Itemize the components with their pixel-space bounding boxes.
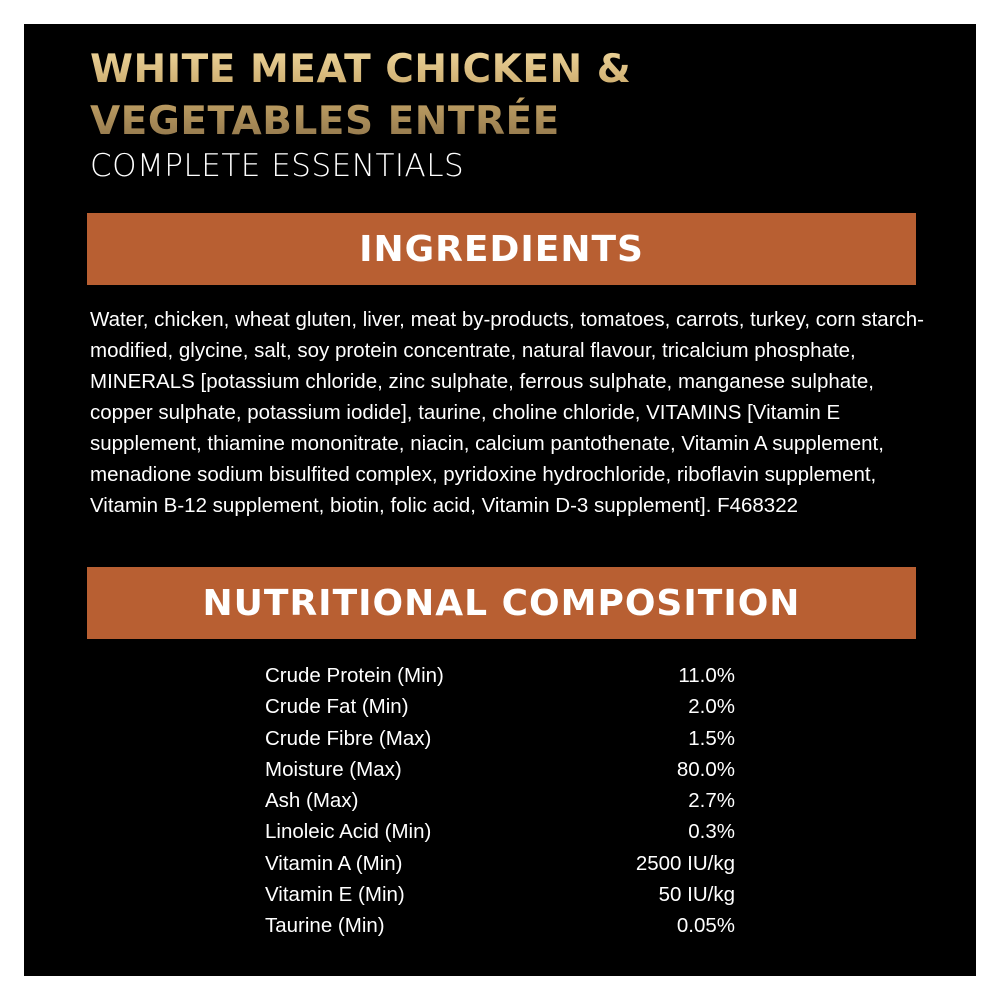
nutrient-value: 50 IU/kg xyxy=(658,883,735,907)
nutrition-row: Vitamin A (Min) 2500 IU/kg xyxy=(265,848,735,879)
nutrient-label: Taurine (Min) xyxy=(265,914,385,938)
nutrient-label: Crude Fat (Min) xyxy=(265,695,409,719)
nutrition-table: Crude Protein (Min) 11.0% Crude Fat (Min) 2… xyxy=(265,660,735,942)
nutrient-value: 1.5% xyxy=(688,726,735,750)
nutrient-label: Ash (Max) xyxy=(265,789,359,813)
nutrient-value: 2.0% xyxy=(688,695,735,719)
label-panel: WHITE MEAT CHICKEN & VEGETABLES ENTRÉE C… xyxy=(24,24,976,976)
nutrient-value: 0.05% xyxy=(676,914,735,938)
nutrition-row: Vitamin E (Min) 50 IU/kg xyxy=(265,879,735,910)
nutrition-row: Moisture (Max) 80.0% xyxy=(265,754,735,785)
ingredients-heading-band: INGREDIENTS xyxy=(87,213,916,285)
nutrition-row: Linoleic Acid (Min) 0.3% xyxy=(265,816,735,847)
product-subtitle: COMPLETE ESSENTIALS xyxy=(90,148,465,184)
title-line-1: WHITE MEAT CHICKEN & xyxy=(90,47,632,92)
nutrient-value: 11.0% xyxy=(678,664,735,687)
nutrient-label: Vitamin A (Min) xyxy=(265,851,403,875)
nutrient-value: 0.3% xyxy=(688,820,735,844)
nutrient-label: Crude Fibre (Max) xyxy=(265,726,432,750)
title-line-2: VEGETABLES ENTRÉE xyxy=(90,99,560,144)
nutrition-row: Crude Fat (Min) 2.0% xyxy=(265,691,735,722)
nutrition-row: Taurine (Min) 0.05% xyxy=(265,910,735,941)
nutrient-label: Linoleic Acid (Min) xyxy=(265,820,432,844)
nutrient-value: 2.7% xyxy=(688,789,735,813)
nutrient-label: Moisture (Max) xyxy=(265,757,402,781)
nutrient-label: Vitamin E (Min) xyxy=(265,883,405,907)
nutrition-row: Crude Fibre (Max) 1.5% xyxy=(265,723,735,754)
nutrition-heading-band: NUTRITIONAL COMPOSITION xyxy=(87,567,916,639)
nutrition-heading: NUTRITIONAL COMPOSITION xyxy=(202,582,801,624)
nutrition-row: Crude Protein (Min) 11.0% xyxy=(265,660,735,691)
ingredients-heading: INGREDIENTS xyxy=(359,228,644,270)
ingredients-text: Water, chicken, wheat gluten, liver, mea… xyxy=(90,308,925,517)
nutrition-row: Ash (Max) 2.7% xyxy=(265,785,735,816)
nutrient-label: Crude Protein (Min) xyxy=(265,664,444,687)
product-title: WHITE MEAT CHICKEN & VEGETABLES ENTRÉE xyxy=(90,44,631,148)
nutrient-value: 2500 IU/kg xyxy=(635,851,735,875)
nutrient-value: 80.0% xyxy=(676,757,735,781)
